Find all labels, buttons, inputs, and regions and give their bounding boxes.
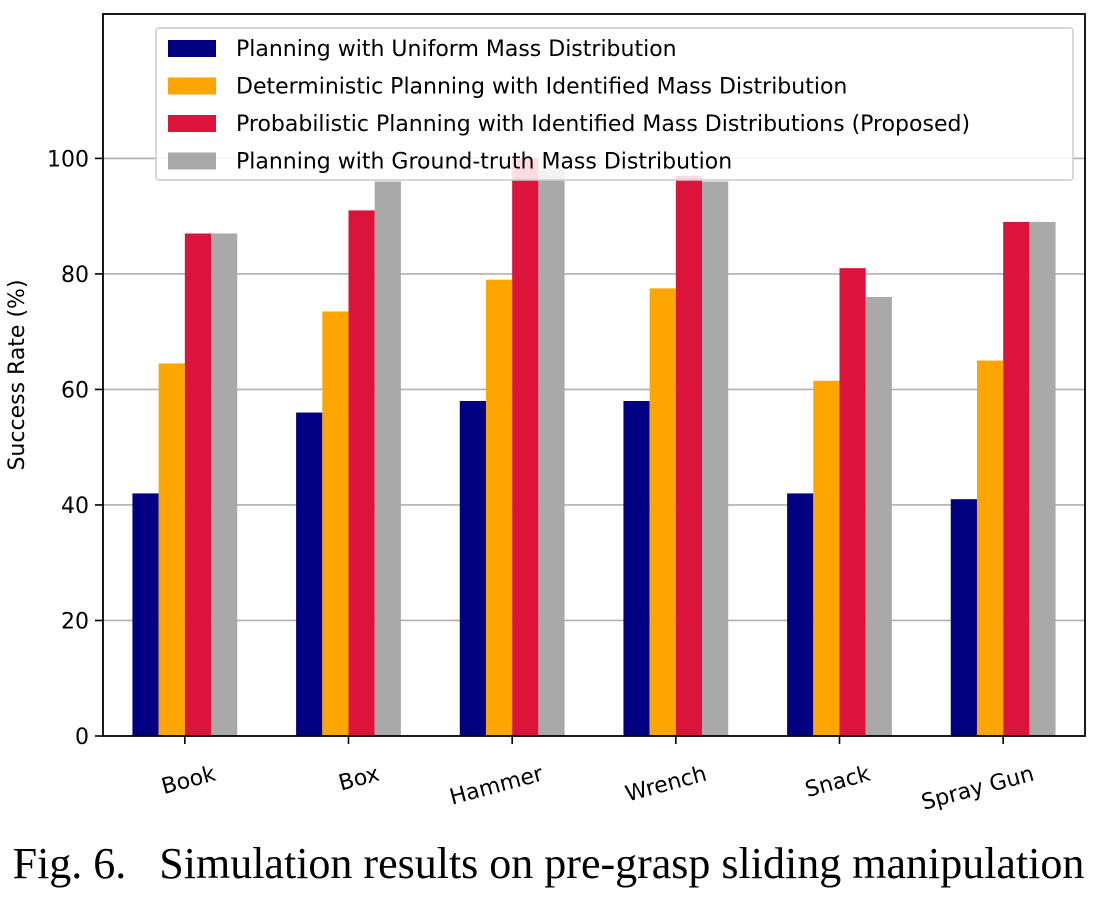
bar-hammer-s3	[512, 158, 539, 736]
bar-wrench-s3	[675, 175, 703, 736]
y-tick-label: 60	[61, 378, 89, 403]
bar-book-s3	[184, 233, 212, 736]
bar-spray-gun-s2	[976, 360, 1004, 736]
bar-spray-gun-s4	[1029, 221, 1056, 736]
bar-book-s4	[211, 233, 238, 736]
bar-wrench-s1	[623, 400, 650, 736]
bar-box-s4	[374, 181, 401, 736]
y-tick-label: 80	[61, 263, 89, 288]
y-tick-label: 20	[61, 609, 89, 634]
bar-snack-s2	[813, 380, 840, 736]
bar-chart: 0 20 40 60 80 100 Success Rate (%) Book Box Hamme…	[5, 13, 1086, 816]
x-tick-label-snack: Snack	[803, 762, 874, 803]
bar-snack-s1	[787, 493, 814, 736]
bar-spray-gun-s1	[950, 499, 977, 736]
y-tick-label: 0	[75, 725, 89, 750]
bar-hammer-s1	[459, 400, 486, 736]
bar-wrench-s4	[702, 181, 729, 736]
legend-swatch-4	[168, 152, 216, 170]
legend-label-1: Planning with Uniform Mass Distribution	[236, 37, 677, 62]
figure-caption: Fig. 6. Simulation results on pre-grasp …	[12, 839, 1085, 888]
legend-label-4: Planning with Ground-truth Mass Distribu…	[236, 150, 732, 175]
plot-frame	[102, 13, 1086, 737]
legend-swatch-1	[168, 40, 216, 57]
bar-book-s2	[158, 363, 185, 736]
legend-swatch-2	[168, 77, 216, 95]
x-tick-label-spray-gun: Spray Gun	[919, 762, 1037, 816]
bar-hammer-s4	[538, 169, 565, 736]
legend-label-3: Probabilistic Planning with Identified M…	[236, 112, 970, 137]
x-tick-label-hammer: Hammer	[447, 761, 547, 810]
bar-box-s3	[348, 210, 375, 736]
bar-hammer-s2	[485, 279, 513, 736]
bar-snack-s3	[839, 268, 866, 736]
y-tick-label: 40	[61, 494, 89, 519]
bar-box-s1	[296, 412, 323, 736]
legend-box	[155, 27, 1074, 181]
y-tick-label: 100	[47, 147, 89, 172]
bar-book-s1	[132, 493, 159, 736]
legend-swatch-3	[168, 115, 216, 132]
x-tick-label-box: Box	[336, 762, 382, 797]
x-tick-label-wrench: Wrench	[623, 762, 709, 808]
bar-wrench-s2	[649, 288, 676, 736]
bar-snack-s4	[865, 297, 892, 736]
x-tick-label-book: Book	[159, 762, 219, 800]
legend-label-2: Deterministic Planning with Identified M…	[236, 75, 847, 100]
y-axis-label: Success Rate (%)	[5, 279, 30, 470]
bar-box-s2	[322, 311, 349, 736]
bar-spray-gun-s3	[1003, 221, 1030, 736]
